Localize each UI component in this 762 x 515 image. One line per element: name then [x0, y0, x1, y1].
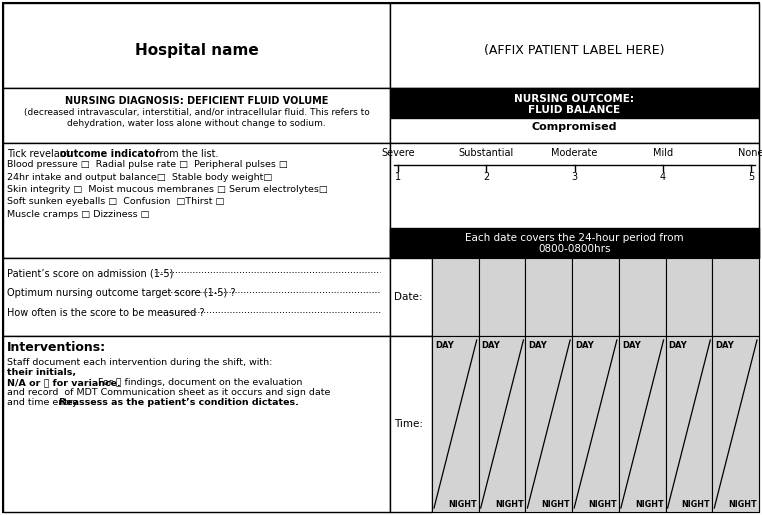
Text: 5: 5: [748, 172, 754, 182]
Text: NIGHT: NIGHT: [588, 500, 617, 509]
Text: NIGHT: NIGHT: [495, 500, 523, 509]
Bar: [712, 336, 759, 512]
Text: their initials,: their initials,: [7, 368, 76, 377]
Text: outcome indicator: outcome indicator: [60, 149, 160, 159]
Text: (decreased intravascular, interstitial, and/or intracellular fluid. This refers : (decreased intravascular, interstitial, …: [24, 108, 370, 117]
Text: Time:: Time:: [394, 419, 423, 429]
Text: DAY: DAY: [435, 341, 453, 350]
Bar: [3, 3, 390, 88]
Text: 0800-0800hrs: 0800-0800hrs: [538, 244, 611, 254]
Bar: [3, 258, 390, 336]
Bar: [3, 143, 390, 258]
Bar: [619, 258, 665, 336]
Text: from the list.: from the list.: [153, 149, 219, 159]
Text: 1: 1: [395, 172, 401, 182]
Text: Substantial: Substantial: [459, 148, 514, 158]
Text: Patient’s score on admission (1-5): Patient’s score on admission (1-5): [7, 268, 174, 278]
Bar: [526, 336, 572, 512]
Bar: [526, 258, 572, 336]
Text: Date:: Date:: [394, 292, 422, 302]
Bar: [3, 336, 390, 512]
Text: Tick revelant: Tick revelant: [7, 149, 73, 159]
Text: NURSING DIAGNOSIS: DEFICIENT FLUID VOLUME: NURSING DIAGNOSIS: DEFICIENT FLUID VOLUM…: [65, 96, 328, 106]
Text: Staff document each intervention during the shift, with:: Staff document each intervention during …: [7, 358, 275, 367]
Bar: [390, 118, 759, 143]
Text: DAY: DAY: [575, 341, 594, 350]
Text: dehydration, water loss alone without change to sodium.: dehydration, water loss alone without ch…: [67, 119, 326, 128]
Bar: [3, 88, 390, 143]
Bar: [432, 336, 479, 512]
Text: Each date covers the 24-hour period from: Each date covers the 24-hour period from: [465, 233, 684, 243]
Text: NURSING OUTCOME:: NURSING OUTCOME:: [514, 94, 635, 104]
Text: 2: 2: [483, 172, 489, 182]
Text: NIGHT: NIGHT: [635, 500, 664, 509]
Bar: [572, 258, 619, 336]
Text: Hospital name: Hospital name: [135, 43, 258, 58]
Text: DAY: DAY: [622, 341, 641, 350]
Text: Reassess as the patient’s condition dictates.: Reassess as the patient’s condition dict…: [59, 398, 299, 407]
Text: Blood pressure □  Radial pulse rate □  Peripheral pulses □: Blood pressure □ Radial pulse rate □ Per…: [7, 160, 288, 169]
Text: (AFFIX PATIENT LABEL HERE): (AFFIX PATIENT LABEL HERE): [484, 44, 664, 57]
Bar: [432, 258, 479, 336]
Text: and time entry.: and time entry.: [7, 398, 82, 407]
Text: Moderate: Moderate: [552, 148, 597, 158]
Text: Soft sunken eyeballs □  Confusion  □Thirst □: Soft sunken eyeballs □ Confusion □Thirst…: [7, 197, 225, 207]
Text: For Ⓥ findings, document on the evaluation: For Ⓥ findings, document on the evaluati…: [95, 378, 303, 387]
Bar: [619, 336, 665, 512]
Text: NIGHT: NIGHT: [448, 500, 477, 509]
Bar: [390, 3, 759, 88]
Text: FLUID BALANCE: FLUID BALANCE: [528, 105, 620, 115]
Text: Optimum nursing outcome target score (1-5) ?: Optimum nursing outcome target score (1-…: [7, 288, 235, 298]
Text: Muscle cramps □ Dizziness □: Muscle cramps □ Dizziness □: [7, 210, 149, 219]
Text: NIGHT: NIGHT: [542, 500, 570, 509]
Text: DAY: DAY: [482, 341, 501, 350]
Bar: [665, 336, 712, 512]
Text: Mild: Mild: [653, 148, 673, 158]
Bar: [712, 258, 759, 336]
Bar: [390, 143, 759, 258]
Text: None: None: [738, 148, 762, 158]
Text: Compromised: Compromised: [532, 122, 617, 132]
Text: 4: 4: [660, 172, 666, 182]
Text: 24hr intake and output balance□  Stable body weight□: 24hr intake and output balance□ Stable b…: [7, 173, 272, 181]
Text: Skin integrity □  Moist mucous membranes □ Serum electrolytes□: Skin integrity □ Moist mucous membranes …: [7, 185, 328, 194]
Bar: [390, 228, 759, 258]
Text: 3: 3: [572, 172, 578, 182]
Text: and record  of MDT Communication sheet as it occurs and sign date: and record of MDT Communication sheet as…: [7, 388, 331, 397]
Text: DAY: DAY: [716, 341, 734, 350]
Bar: [572, 336, 619, 512]
Bar: [479, 258, 526, 336]
Bar: [665, 258, 712, 336]
Text: DAY: DAY: [668, 341, 687, 350]
Bar: [479, 336, 526, 512]
Bar: [390, 258, 432, 336]
Text: How often is the score to be measured ?: How often is the score to be measured ?: [7, 308, 204, 318]
Text: Interventions:: Interventions:: [7, 341, 106, 354]
Text: DAY: DAY: [528, 341, 547, 350]
Text: Severe: Severe: [381, 148, 415, 158]
Text: NIGHT: NIGHT: [728, 500, 757, 509]
Text: N/A or Ⓥ for variance.: N/A or Ⓥ for variance.: [7, 378, 120, 387]
Bar: [390, 88, 759, 118]
Bar: [390, 336, 432, 512]
Text: NIGHT: NIGHT: [682, 500, 710, 509]
